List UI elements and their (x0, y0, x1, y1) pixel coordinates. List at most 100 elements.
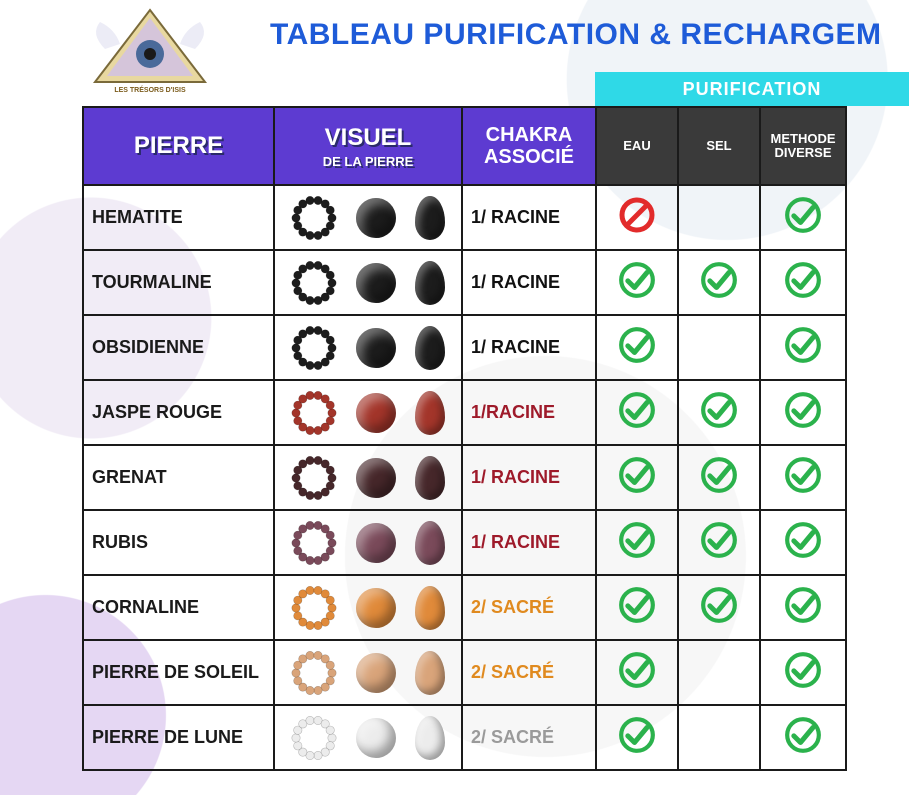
methodes-cell (760, 705, 846, 770)
stone-name-cell: CORNALINE (83, 575, 274, 640)
stone-visual (283, 446, 453, 509)
bracelet-icon (291, 455, 337, 501)
check-icon (783, 325, 823, 365)
svg-text:LES TRÉSORS D'ISIS: LES TRÉSORS D'ISIS (114, 85, 186, 94)
eau-cell (596, 575, 678, 640)
stone-visual (283, 316, 453, 379)
stone-visual (283, 511, 453, 574)
stone-name-cell: TOURMALINE (83, 250, 274, 315)
stone-visual-cell (274, 445, 462, 510)
stone-visual (283, 381, 453, 444)
chakra-cell: 2/ SACRÉ (462, 705, 596, 770)
stone-visual-cell (274, 315, 462, 380)
methodes-cell (760, 250, 846, 315)
chakra-cell: 1/ RACINE (462, 185, 596, 250)
table-row: TOURMALINE 1/ RACINE (83, 250, 846, 315)
eau-cell (596, 250, 678, 315)
sel-cell (678, 380, 760, 445)
stone-drop-icon (415, 326, 445, 370)
stone-sphere-icon (356, 393, 396, 433)
stone-visual (283, 186, 453, 249)
stone-name-cell: GRENAT (83, 445, 274, 510)
stone-sphere-icon (356, 588, 396, 628)
stone-sphere-icon (356, 328, 396, 368)
eau-cell (596, 510, 678, 575)
col-header-methodes: METHODE DIVERSE (760, 107, 846, 185)
check-icon (783, 260, 823, 300)
stone-drop-icon (415, 391, 445, 435)
check-icon (699, 455, 739, 495)
bracelet-icon (291, 585, 337, 631)
check-icon (699, 585, 739, 625)
sel-cell (678, 575, 760, 640)
check-icon (783, 195, 823, 235)
check-icon (617, 650, 657, 690)
table-row: PIERRE DE LUNE 2/ SACRÉ (83, 705, 846, 770)
col-header-pierre: PIERRE (83, 107, 274, 185)
eau-cell (596, 445, 678, 510)
stone-sphere-icon (356, 653, 396, 693)
stone-visual-cell (274, 575, 462, 640)
stone-visual (283, 641, 453, 704)
methodes-cell (760, 185, 846, 250)
stone-sphere-icon (356, 198, 396, 238)
sel-cell (678, 185, 760, 250)
col-header-eau: EAU (596, 107, 678, 185)
table-row: PIERRE DE SOLEIL 2/ SACRÉ (83, 640, 846, 705)
sel-cell (678, 445, 760, 510)
stone-name-cell: RUBIS (83, 510, 274, 575)
check-icon (699, 260, 739, 300)
check-icon (617, 455, 657, 495)
bracelet-icon (291, 715, 337, 761)
stone-visual (283, 251, 453, 314)
eau-cell (596, 640, 678, 705)
chakra-cell: 1/ RACINE (462, 510, 596, 575)
stone-drop-icon (415, 196, 445, 240)
col-header-methodes-l2: DIVERSE (774, 145, 831, 160)
col-header-visuel-label: VISUEL (325, 124, 412, 151)
methodes-cell (760, 380, 846, 445)
check-icon (699, 520, 739, 560)
eau-cell (596, 185, 678, 250)
table-row: GRENAT 1/ RACINE (83, 445, 846, 510)
purification-section-label: PURIFICATION (683, 79, 822, 100)
stone-name-cell: PIERRE DE SOLEIL (83, 640, 274, 705)
logo-triangle-icon: LES TRÉSORS D'ISIS (85, 4, 215, 94)
col-header-visuel-sub: DE LA PIERRE (283, 154, 453, 169)
stone-drop-icon (415, 716, 445, 760)
check-icon (783, 520, 823, 560)
stone-visual-cell (274, 640, 462, 705)
bracelet-icon (291, 195, 337, 241)
check-icon (617, 520, 657, 560)
chakra-cell: 1/RACINE (462, 380, 596, 445)
eau-cell (596, 705, 678, 770)
methodes-cell (760, 445, 846, 510)
col-header-methodes-l1: METHODE (771, 131, 836, 146)
sel-cell (678, 250, 760, 315)
sel-cell (678, 510, 760, 575)
stone-drop-icon (415, 651, 445, 695)
check-icon (617, 260, 657, 300)
sel-cell (678, 315, 760, 380)
col-header-sel: SEL (678, 107, 760, 185)
check-icon (617, 325, 657, 365)
stone-visual-cell (274, 185, 462, 250)
stone-drop-icon (415, 521, 445, 565)
check-icon (783, 390, 823, 430)
check-icon (783, 715, 823, 755)
check-icon (617, 390, 657, 430)
stone-visual (283, 576, 453, 639)
stone-visual-cell (274, 250, 462, 315)
stone-drop-icon (415, 456, 445, 500)
col-header-chakra-l2: ASSOCIÉ (484, 146, 574, 168)
stones-table: PIERRE VISUEL DE LA PIERRE CHAKRA ASSOCI… (82, 106, 847, 771)
stone-visual (283, 706, 453, 769)
stone-visual-cell (274, 510, 462, 575)
stone-visual-cell (274, 705, 462, 770)
table-row: CORNALINE 2/ SACRÉ (83, 575, 846, 640)
stone-visual-cell (274, 380, 462, 445)
eau-cell (596, 315, 678, 380)
bracelet-icon (291, 390, 337, 436)
table-row: OBSIDIENNE 1/ RACINE (83, 315, 846, 380)
stone-sphere-icon (356, 718, 396, 758)
